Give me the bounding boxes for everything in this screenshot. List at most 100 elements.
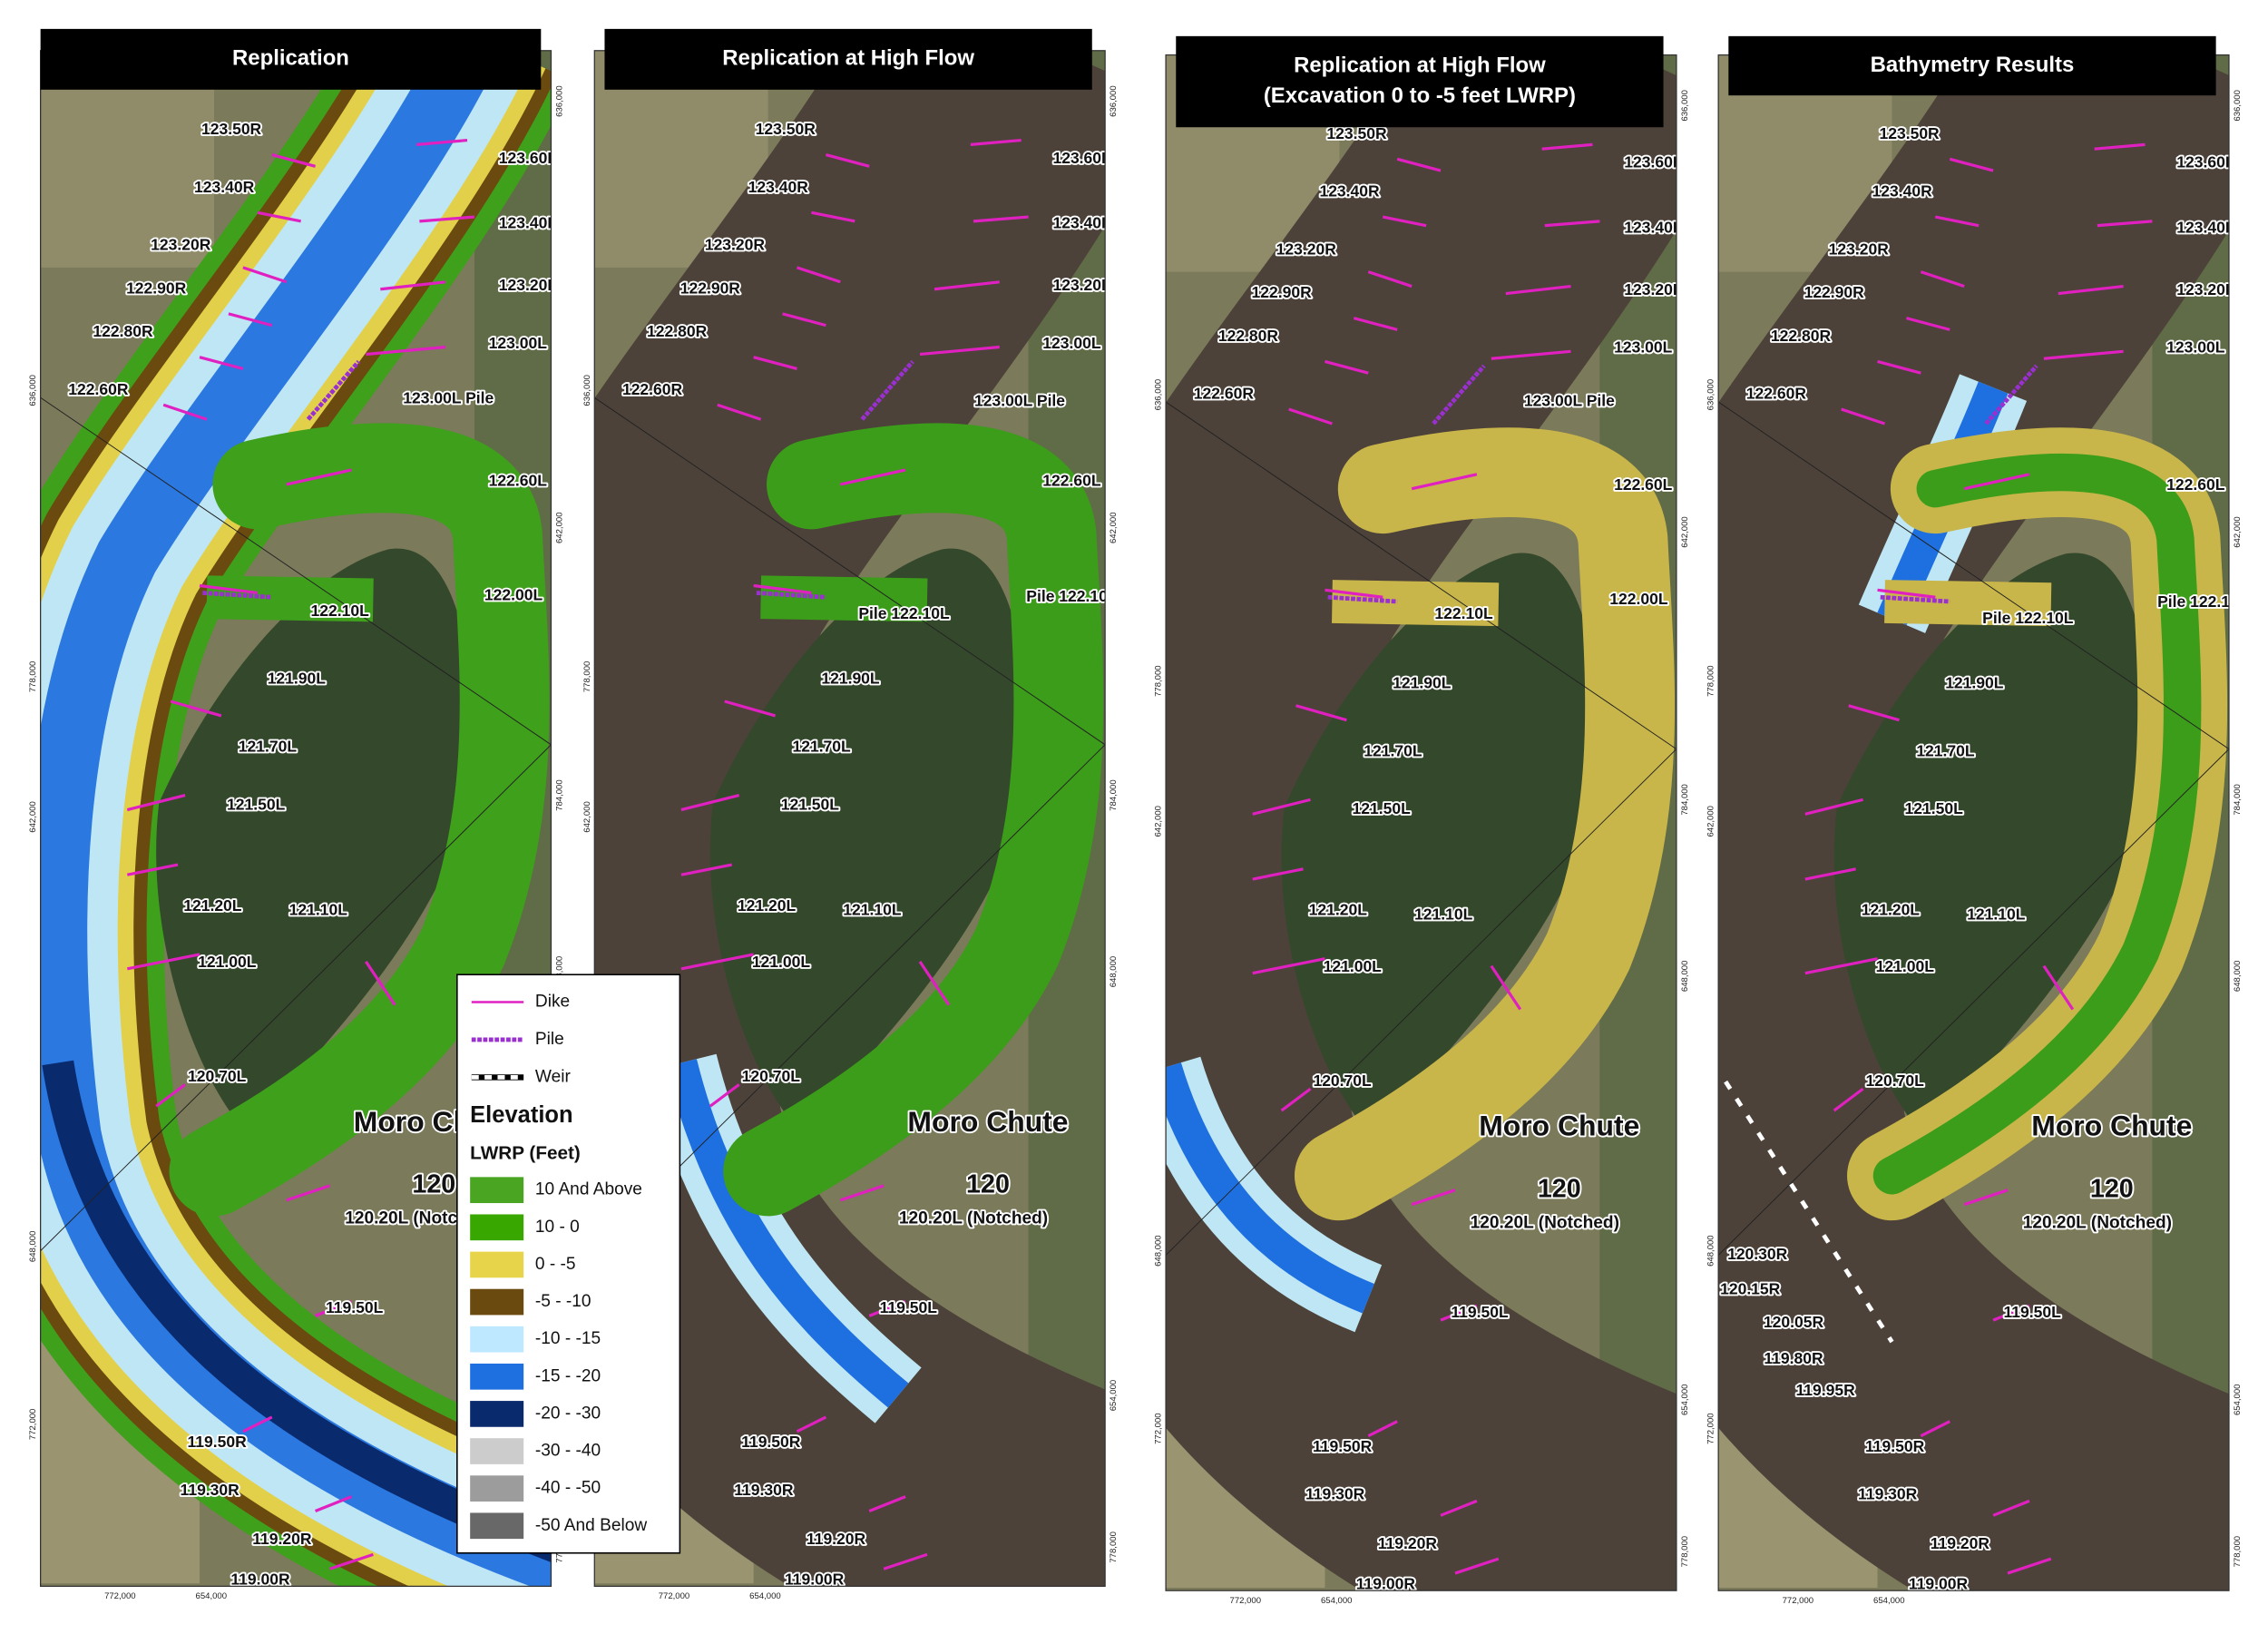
map-panel: 123.50R 123.40R 123.20R 122.90R 122.80R 122.6… — [1706, 54, 2243, 1606]
river-channel — [594, 50, 1106, 1587]
dike — [199, 356, 244, 370]
river-mile-label: 121.70L — [1364, 741, 1422, 759]
coordinate-label: 778,000 — [582, 661, 592, 693]
coordinate-label: 648,000 — [1109, 956, 1119, 988]
dike — [1992, 1304, 2030, 1322]
river-mile-label: 122.80R — [1218, 327, 1279, 345]
dike — [271, 152, 316, 168]
dike — [973, 215, 1029, 223]
island-forest — [1833, 553, 2151, 1137]
dike — [709, 1083, 740, 1108]
legend-label: Dike — [535, 993, 570, 1012]
dike — [1382, 215, 1427, 228]
legend-label: -40 - -50 — [535, 1479, 601, 1498]
river-mile-label: 123.20L — [2176, 280, 2235, 298]
dike — [2097, 220, 2153, 228]
panel-label: 120.15R — [1720, 1279, 1781, 1297]
coordinate-label: 636,000 — [2233, 90, 2243, 122]
panel-label: 122.00L — [484, 585, 543, 603]
dike — [1963, 473, 2030, 491]
legend-label: 10 - 0 — [535, 1218, 580, 1237]
grid-line — [1718, 749, 2229, 1256]
coordinate-label: 784,000 — [1680, 784, 1690, 816]
coordinate-label: 772,000 — [28, 1409, 38, 1441]
coordinate-label: 778,000 — [2233, 1536, 2243, 1568]
grid-line — [594, 396, 1106, 746]
dike — [839, 1184, 885, 1202]
panel-label: 122.00L — [1609, 590, 1668, 608]
coordinate-label: 654,000 — [1109, 1380, 1119, 1412]
river-mile-label: 119.30R — [734, 1481, 794, 1499]
dike — [1288, 407, 1333, 426]
river-mile-label: 119.50L — [326, 1298, 384, 1316]
coordinate-label: 778,000 — [1680, 1536, 1690, 1568]
river-mile-label: 121.90L — [821, 670, 880, 688]
river-mile-label: 121.20L — [183, 896, 242, 915]
dike — [811, 210, 855, 223]
dike — [155, 1083, 187, 1108]
river-mile-label: 123.60L — [499, 149, 558, 167]
river-mile-label: 119.50R — [741, 1433, 801, 1451]
scour-deep — [665, 1059, 909, 1408]
coordinate-label: 772,000 — [1783, 1596, 1814, 1606]
river-mile-label: 123.50R — [201, 120, 262, 138]
legend-swatch — [470, 1512, 524, 1540]
coordinate-label: 636,000 — [1680, 90, 1690, 122]
river-mile-label: 123.50R — [756, 120, 816, 138]
grid-line — [40, 744, 552, 1251]
coordinate-label: 654,000 — [196, 1591, 228, 1601]
river-mile-label: 122.90R — [1804, 283, 1865, 301]
dike — [1411, 1189, 1456, 1207]
place-label: 120.20L (Notched) — [899, 1209, 1048, 1228]
dike — [1367, 270, 1413, 289]
panel-label: Pile 122.10L — [1982, 609, 2074, 627]
coordinate-label: 636,000 — [1706, 379, 1716, 411]
dike — [314, 1299, 353, 1317]
river-mile-label: 122.80R — [1771, 327, 1832, 345]
dike — [1280, 1087, 1312, 1112]
river-mile-label: 123.00L — [1614, 338, 1673, 357]
chute-channel — [1872, 453, 2202, 1195]
coordinate-label: 784,000 — [2233, 784, 2243, 816]
dike — [126, 953, 200, 971]
dike — [1252, 797, 1311, 816]
legend-label: 0 - -5 — [535, 1255, 576, 1274]
panel-title: Bathymetry Results — [1871, 53, 2075, 77]
river-mile-label: 119.50L — [1451, 1303, 1509, 1321]
coordinate-label: 648,000 — [1706, 1235, 1716, 1267]
river-mile-label: 119.20R — [807, 1530, 866, 1548]
river-mile-label: 123.20R — [151, 236, 211, 254]
grid-line — [40, 396, 552, 746]
pile — [860, 359, 914, 421]
coordinate-label: 642,000 — [582, 801, 592, 833]
river-mile-label: 119.20R — [252, 1530, 312, 1548]
dike — [1920, 270, 1965, 289]
river-mile-label: 122.60R — [622, 380, 683, 398]
dike — [419, 215, 475, 223]
dike — [717, 403, 762, 421]
chute-crossover — [1884, 580, 2052, 627]
dike — [753, 583, 812, 595]
coordinate-label: 642,000 — [1109, 512, 1119, 543]
pile — [1880, 594, 1950, 604]
river-mile-label: 123.20L — [1052, 276, 1111, 294]
river-mile-label: 123.20R — [1829, 240, 1890, 258]
coordinate-label: 648,000 — [28, 1231, 38, 1263]
river-mile-label: 123.40L — [1624, 218, 1683, 236]
map-panel: 123.50R 123.40R 123.20R 122.90R 122.80R 122.6… — [582, 50, 1119, 1601]
pile — [756, 591, 826, 600]
river-mile-label: 123.40L — [1052, 214, 1111, 232]
dike — [1963, 1189, 2009, 1207]
dike — [314, 1495, 353, 1513]
legend: Dike Pile Weir Elevation LWRP (Feet) 10 And A… — [456, 974, 681, 1554]
river-mile-label: 119.00R — [1909, 1574, 1969, 1592]
river-mile-label: 121.70L — [1916, 741, 1975, 759]
dike — [365, 960, 396, 1006]
dike — [1411, 473, 1478, 491]
place-label: 120 — [966, 1169, 1010, 1199]
coordinate-label: 648,000 — [2233, 961, 2243, 993]
coordinate-label: 636,000 — [555, 85, 565, 117]
river-mile-label: 121.90L — [268, 670, 327, 688]
river-mile-label: 120.70L — [742, 1067, 801, 1085]
